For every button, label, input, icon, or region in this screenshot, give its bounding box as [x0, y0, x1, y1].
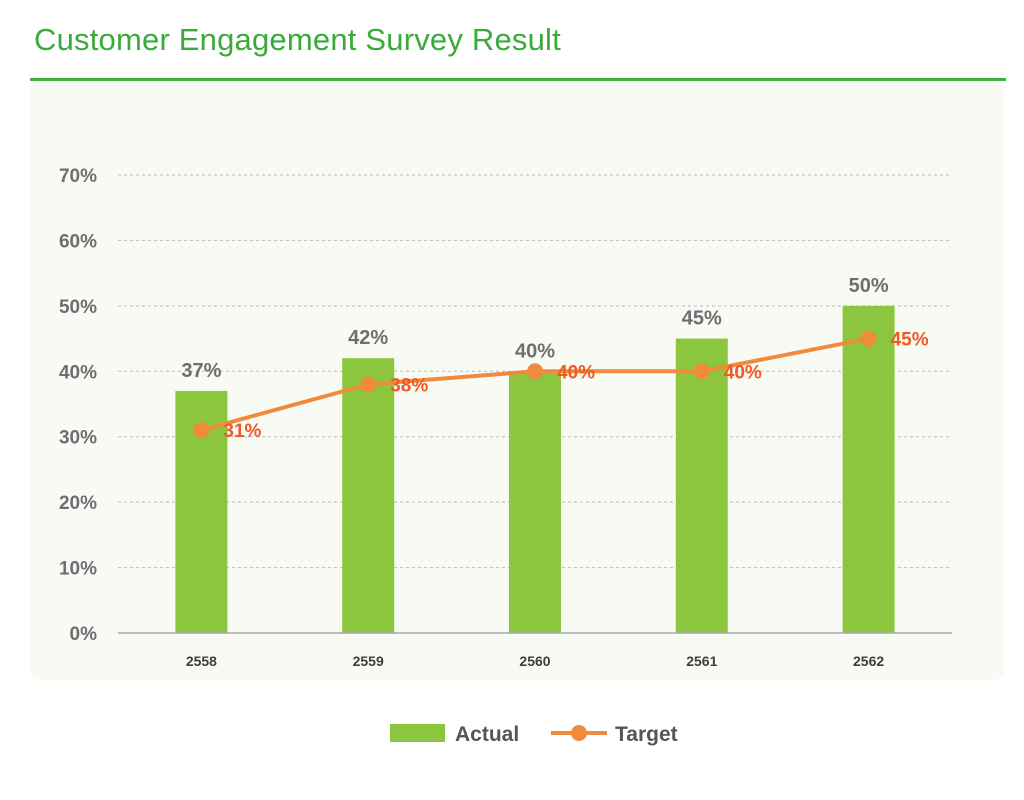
- x-tick-label: 2561: [686, 653, 717, 669]
- x-tick-label: 2558: [186, 653, 217, 669]
- target-value-labels: 31%38%40% 40%45%: [223, 330, 928, 443]
- legend: Actual Target: [390, 723, 678, 746]
- bars: [175, 305, 895, 633]
- target-point: [693, 363, 710, 380]
- title-underline: [30, 78, 1006, 81]
- y-tick-label: 20%: [59, 493, 97, 514]
- bar-value-label: 50%: [849, 275, 889, 297]
- target-point: [527, 363, 543, 380]
- target-value-label: 40%: [724, 362, 762, 383]
- y-tick-label: 50%: [59, 297, 97, 318]
- legend-actual-swatch: [390, 724, 445, 742]
- legend-target-label: Target: [615, 723, 678, 746]
- bar-actual: [675, 338, 728, 633]
- bar-actual: [342, 358, 395, 633]
- target-value-label: 45%: [891, 330, 929, 351]
- target-point: [360, 376, 377, 393]
- x-axis-ticks: 2558 2559 2560 2561 2562: [186, 653, 885, 669]
- x-tick-label: 2562: [853, 653, 884, 669]
- x-tick-label: 2559: [353, 653, 384, 669]
- target-point: [860, 330, 877, 347]
- bar-value-label: 37%: [181, 360, 221, 382]
- legend-target-marker: [571, 725, 587, 741]
- target-point: [193, 422, 210, 439]
- y-tick-label: 40%: [59, 362, 97, 383]
- target-line-series: [193, 330, 877, 439]
- x-tick-label: 2560: [519, 653, 550, 669]
- y-tick-label: 30%: [59, 428, 97, 449]
- y-tick-label: 70%: [59, 166, 97, 187]
- bar-value-labels: 37% 42% 40% 45% 50%: [181, 275, 888, 382]
- bar-actual: [842, 305, 895, 633]
- target-value-label: 38%: [390, 375, 428, 396]
- chart-title: Customer Engagement Survey Result: [34, 22, 561, 57]
- y-tick-label: 10%: [59, 559, 97, 580]
- target-value-label: 40%: [557, 362, 595, 383]
- bar-value-label: 40%: [515, 340, 555, 362]
- y-axis-ticks: 0% 10% 20% 30% 40% 50% 60% 70%: [59, 166, 97, 645]
- legend-actual-label: Actual: [455, 723, 519, 746]
- y-tick-label: 60%: [59, 231, 97, 252]
- bar-value-label: 45%: [682, 308, 722, 330]
- bar-actual: [509, 371, 561, 633]
- y-tick-label: 0%: [70, 624, 98, 645]
- target-value-label: 31%: [223, 421, 261, 442]
- bar-value-label: 42%: [348, 327, 388, 349]
